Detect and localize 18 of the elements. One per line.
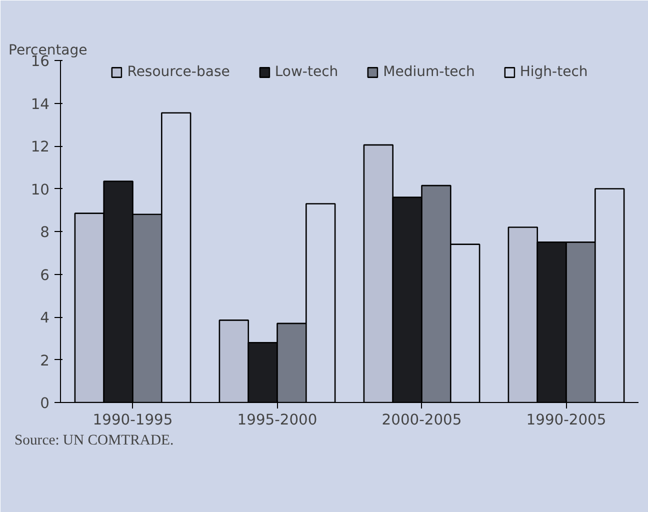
y-tick-label: 14 (30, 96, 50, 113)
x-tick-label: 2000-2005 (382, 412, 462, 428)
y-tick-label: 4 (40, 310, 50, 326)
y-tick-label: 0 (40, 395, 50, 412)
legend-label: Low-tech (274, 64, 338, 80)
source-note: Source: UN COMTRADE. (14, 432, 174, 448)
y-tick-label: 10 (30, 181, 50, 198)
legend-label: Resource-base (127, 64, 230, 80)
y-tick-label: 6 (40, 266, 50, 284)
y-tick-label: 12 (30, 138, 50, 156)
y-axis-title: Percentage (8, 42, 88, 58)
y-tick-label: 8 (40, 224, 50, 241)
x-tick-label: 1990-2005 (526, 412, 606, 428)
y-tick-label: 2 (40, 352, 50, 370)
x-tick-label: 1990-1995 (92, 412, 173, 428)
legend-label: High-tech (520, 64, 588, 80)
x-tick-label: 1995-2000 (237, 412, 318, 428)
legend-label: Medium-tech (383, 64, 475, 80)
